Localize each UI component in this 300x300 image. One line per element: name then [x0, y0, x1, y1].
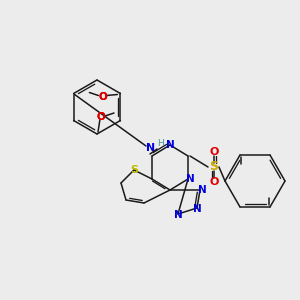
Text: N: N [193, 204, 201, 214]
Text: S: S [209, 160, 218, 173]
Text: N: N [186, 174, 194, 184]
Text: N: N [198, 185, 206, 195]
Text: O: O [209, 177, 219, 187]
Text: O: O [97, 112, 105, 122]
Text: N: N [174, 210, 182, 220]
Text: O: O [209, 147, 219, 157]
Text: N: N [166, 140, 174, 150]
Text: O: O [98, 92, 107, 101]
Text: S: S [130, 165, 138, 175]
Text: O: O [98, 92, 107, 101]
Text: H: H [158, 140, 164, 148]
Text: N: N [146, 143, 156, 153]
Text: O: O [97, 112, 105, 122]
